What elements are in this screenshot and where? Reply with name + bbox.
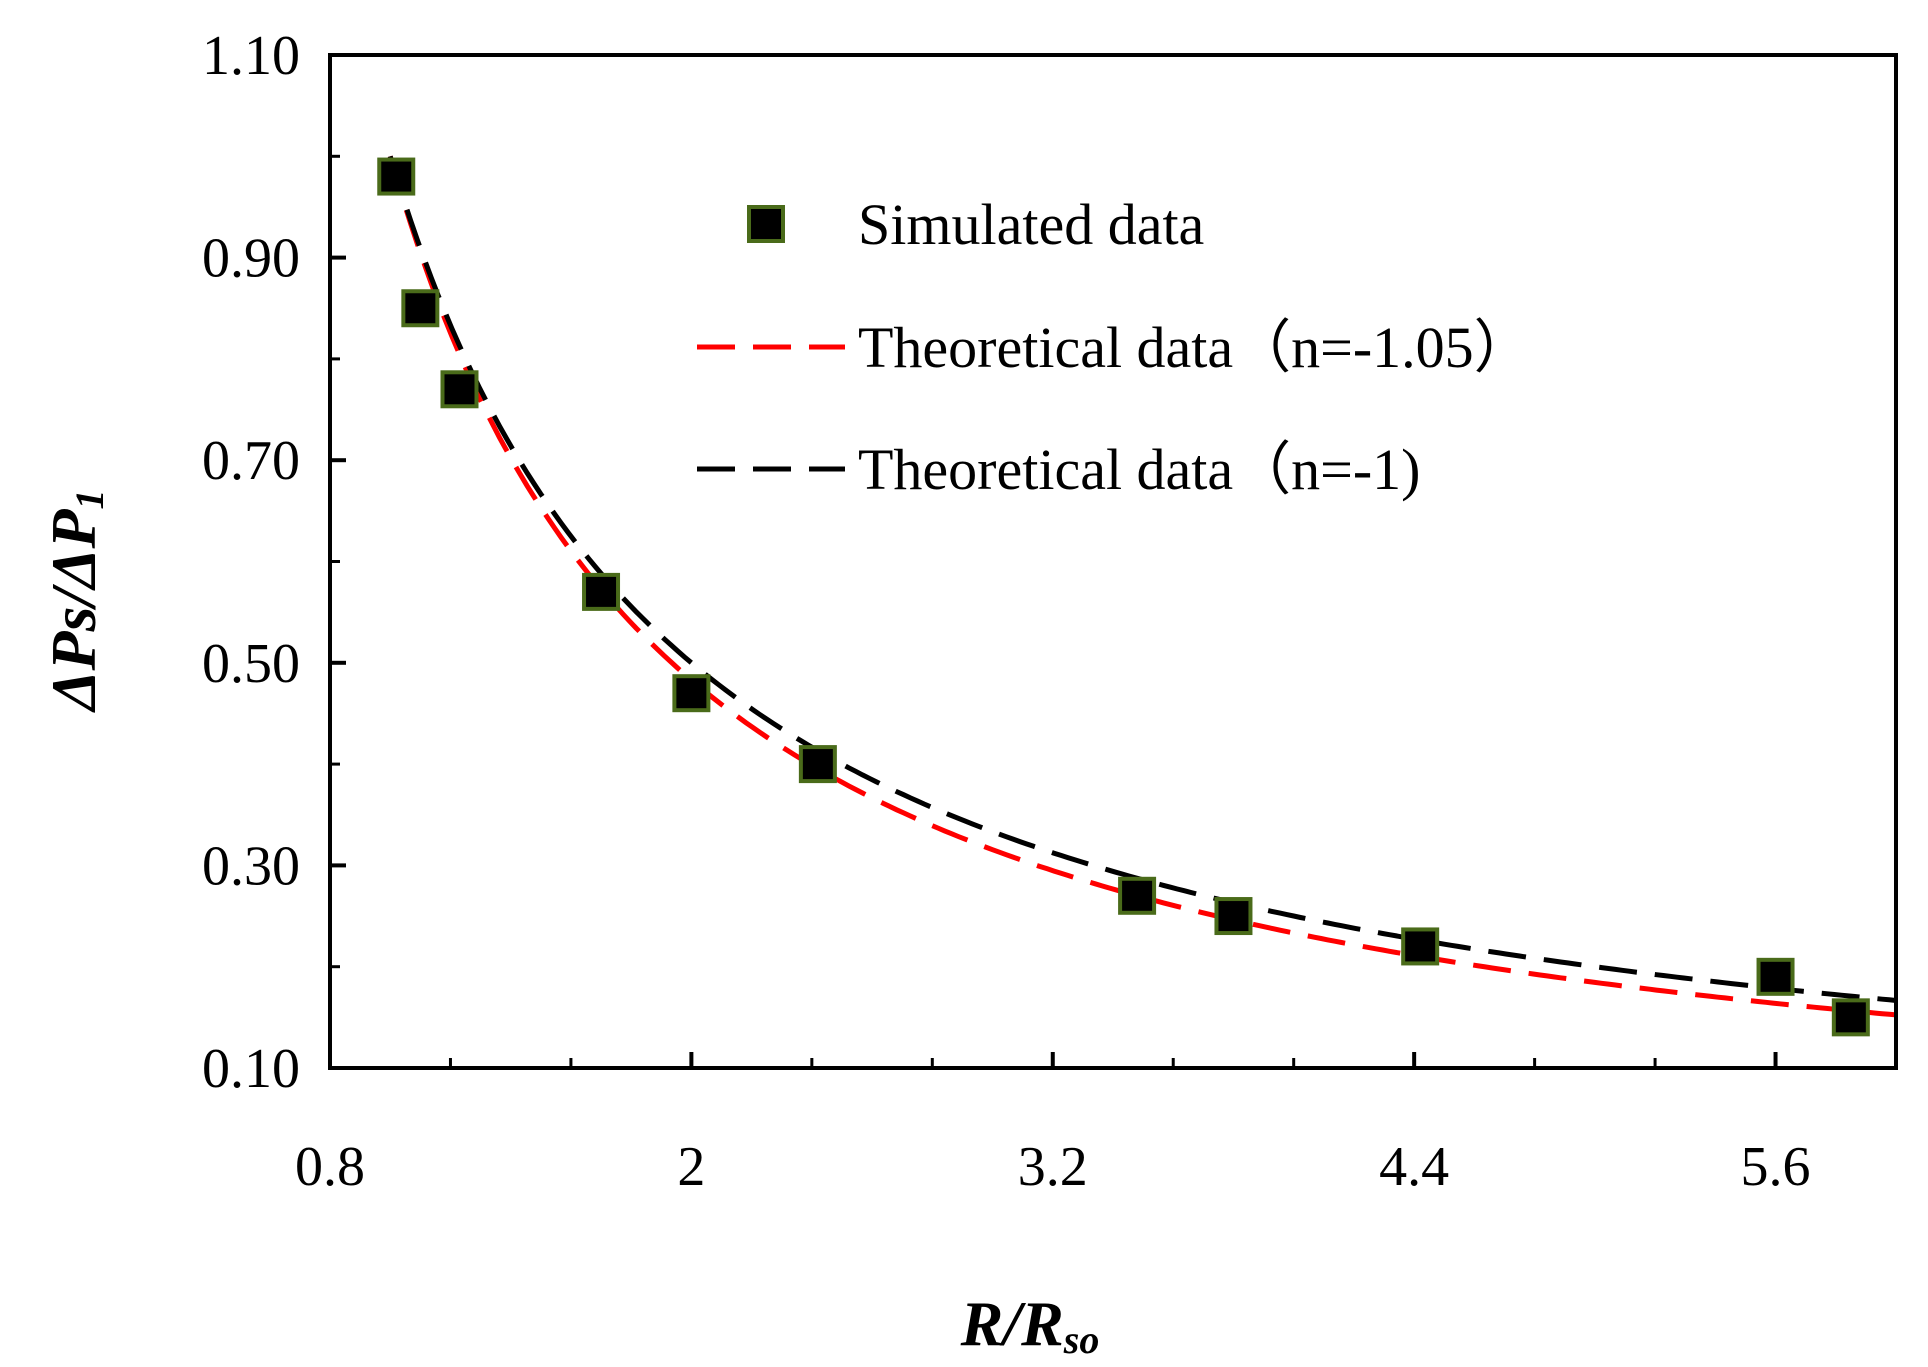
x-axis-title-sub: so bbox=[1063, 1317, 1100, 1362]
series-line-1 bbox=[387, 155, 1897, 1018]
series-line-2 bbox=[387, 155, 1897, 1003]
y-tick-label: 0.90 bbox=[202, 228, 300, 290]
x-tick-label: 4.4 bbox=[1379, 1136, 1449, 1198]
data-point bbox=[1118, 876, 1157, 915]
y-axis-title-sub: 1 bbox=[67, 489, 112, 509]
data-point bbox=[401, 289, 440, 328]
y-tick-label: 0.70 bbox=[202, 430, 300, 492]
y-axis-title: ΔPs/ΔP1 bbox=[38, 489, 112, 713]
x-tick-label: 3.2 bbox=[1018, 1136, 1088, 1198]
data-point bbox=[1756, 957, 1795, 996]
y-tick-label: 0.30 bbox=[202, 835, 300, 897]
data-point bbox=[1401, 927, 1440, 966]
data-point bbox=[672, 674, 711, 713]
data-point bbox=[440, 370, 479, 409]
legend: Simulated data Theoretical data（n=-1.05） T… bbox=[697, 192, 1532, 502]
y-tick-label: 1.10 bbox=[202, 25, 300, 87]
x-tick-label: 2 bbox=[677, 1136, 705, 1198]
data-point bbox=[377, 157, 416, 196]
legend-label-0: Simulated data bbox=[858, 192, 1204, 257]
y-axis-title-mid: s bbox=[38, 606, 109, 632]
x-axis-title-main: R/R bbox=[960, 1288, 1064, 1359]
x-axis-title: R/Rso bbox=[960, 1288, 1100, 1362]
legend-label-2: Theoretical data（n=-1) bbox=[858, 437, 1421, 502]
data-point bbox=[582, 572, 621, 611]
y-axis-title-sep: /ΔP bbox=[38, 509, 109, 611]
markers bbox=[377, 157, 1870, 1037]
curves bbox=[387, 155, 1897, 1018]
legend-label-1: Theoretical data（n=-1.05） bbox=[858, 315, 1532, 380]
x-tick-label: 0.8 bbox=[295, 1136, 365, 1198]
legend-marker bbox=[747, 205, 785, 243]
y-axis-title-main: ΔP bbox=[38, 630, 109, 713]
y-tick-label: 0.10 bbox=[202, 1038, 300, 1100]
data-point bbox=[1831, 998, 1870, 1037]
data-point bbox=[1214, 897, 1253, 936]
data-point bbox=[798, 745, 837, 784]
x-tick-label: 5.6 bbox=[1741, 1136, 1811, 1198]
y-tick-label: 0.50 bbox=[202, 633, 300, 695]
